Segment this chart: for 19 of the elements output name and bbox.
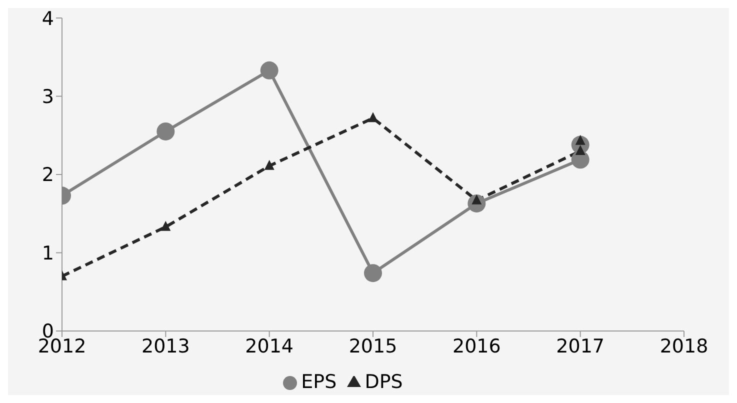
y-tick-label: 3 <box>42 86 54 108</box>
legend-label: EPS <box>301 371 337 393</box>
point <box>156 122 175 140</box>
point <box>364 264 382 282</box>
y-tick-label: 1 <box>42 242 54 264</box>
x-tick-label: 2015 <box>348 335 398 358</box>
x-tick-label: 2013 <box>141 335 190 358</box>
legend-label: DPS <box>364 371 403 393</box>
x-tick-label: 2018 <box>660 335 708 358</box>
y-tick-label: 2 <box>42 164 54 186</box>
point <box>264 160 274 170</box>
point <box>160 220 171 231</box>
point <box>368 112 378 122</box>
point <box>260 61 278 80</box>
x-tick-label: 2014 <box>245 335 294 358</box>
x-tick-label: 2017 <box>556 335 605 358</box>
y-tick-label: 4 <box>42 8 54 30</box>
x-tick-label: 2016 <box>452 335 501 358</box>
point <box>575 145 586 156</box>
